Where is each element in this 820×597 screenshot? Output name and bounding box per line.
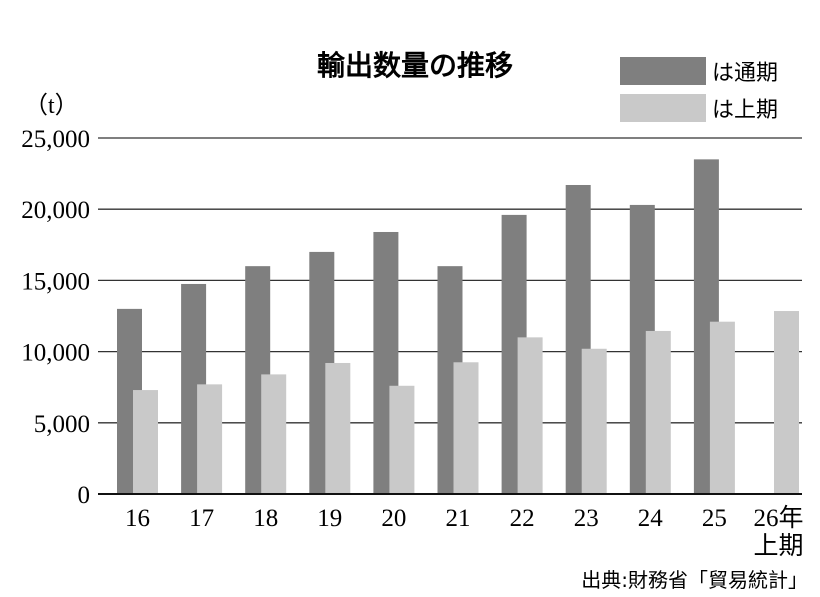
- bar-first-half: [774, 311, 799, 494]
- x-tick-label: 17: [189, 505, 214, 532]
- bar-first-half: [645, 330, 671, 494]
- legend: は通期 は上期: [620, 57, 778, 123]
- bar-first-half: [261, 374, 287, 494]
- x-tick-label: 20: [381, 505, 406, 532]
- x-tick-label: 16: [125, 505, 150, 532]
- y-tick-label: 20,000: [21, 197, 90, 224]
- bar-first-half: [389, 385, 415, 494]
- source-note: 出典:財務省「貿易統計」: [581, 568, 808, 592]
- x-tick-sublabel: 上期: [753, 532, 803, 560]
- legend-label-first-half: は上期: [712, 98, 778, 123]
- chart-title: 輸出数量の推移: [317, 49, 513, 82]
- x-tick-label: 21: [446, 505, 471, 532]
- x-tick-label: 26年: [753, 504, 803, 532]
- y-axis-unit: （t）: [24, 93, 79, 119]
- y-tick-label: 10,000: [21, 340, 90, 367]
- bar-first-half: [133, 390, 158, 494]
- bar-first-half: [325, 362, 351, 494]
- x-tick-label: 25: [702, 505, 727, 532]
- y-tick-labels: 0 5,000 10,000 15,000 20,000 25,000: [21, 126, 90, 509]
- y-tick-label: 15,000: [21, 268, 90, 295]
- bar-first-half: [453, 362, 479, 494]
- x-tick-label: 19: [317, 505, 342, 532]
- bars: [117, 159, 799, 495]
- x-tick-label: 24: [638, 505, 664, 532]
- bar-first-half: [517, 337, 543, 494]
- legend-swatch-first-half: [620, 94, 706, 122]
- y-tick-label: 0: [78, 482, 91, 509]
- bar-first-half: [197, 384, 223, 494]
- x-tick-label: 22: [510, 505, 535, 532]
- y-tick-label: 25,000: [21, 126, 90, 153]
- bar-first-half: [581, 348, 607, 494]
- legend-label-full-year: は通期: [712, 61, 778, 86]
- x-tick-label: 18: [253, 505, 278, 532]
- bar-first-half: [709, 321, 735, 494]
- y-tick-label: 5,000: [34, 411, 90, 438]
- x-tick-label: 23: [574, 505, 599, 532]
- legend-swatch-full-year: [620, 57, 706, 85]
